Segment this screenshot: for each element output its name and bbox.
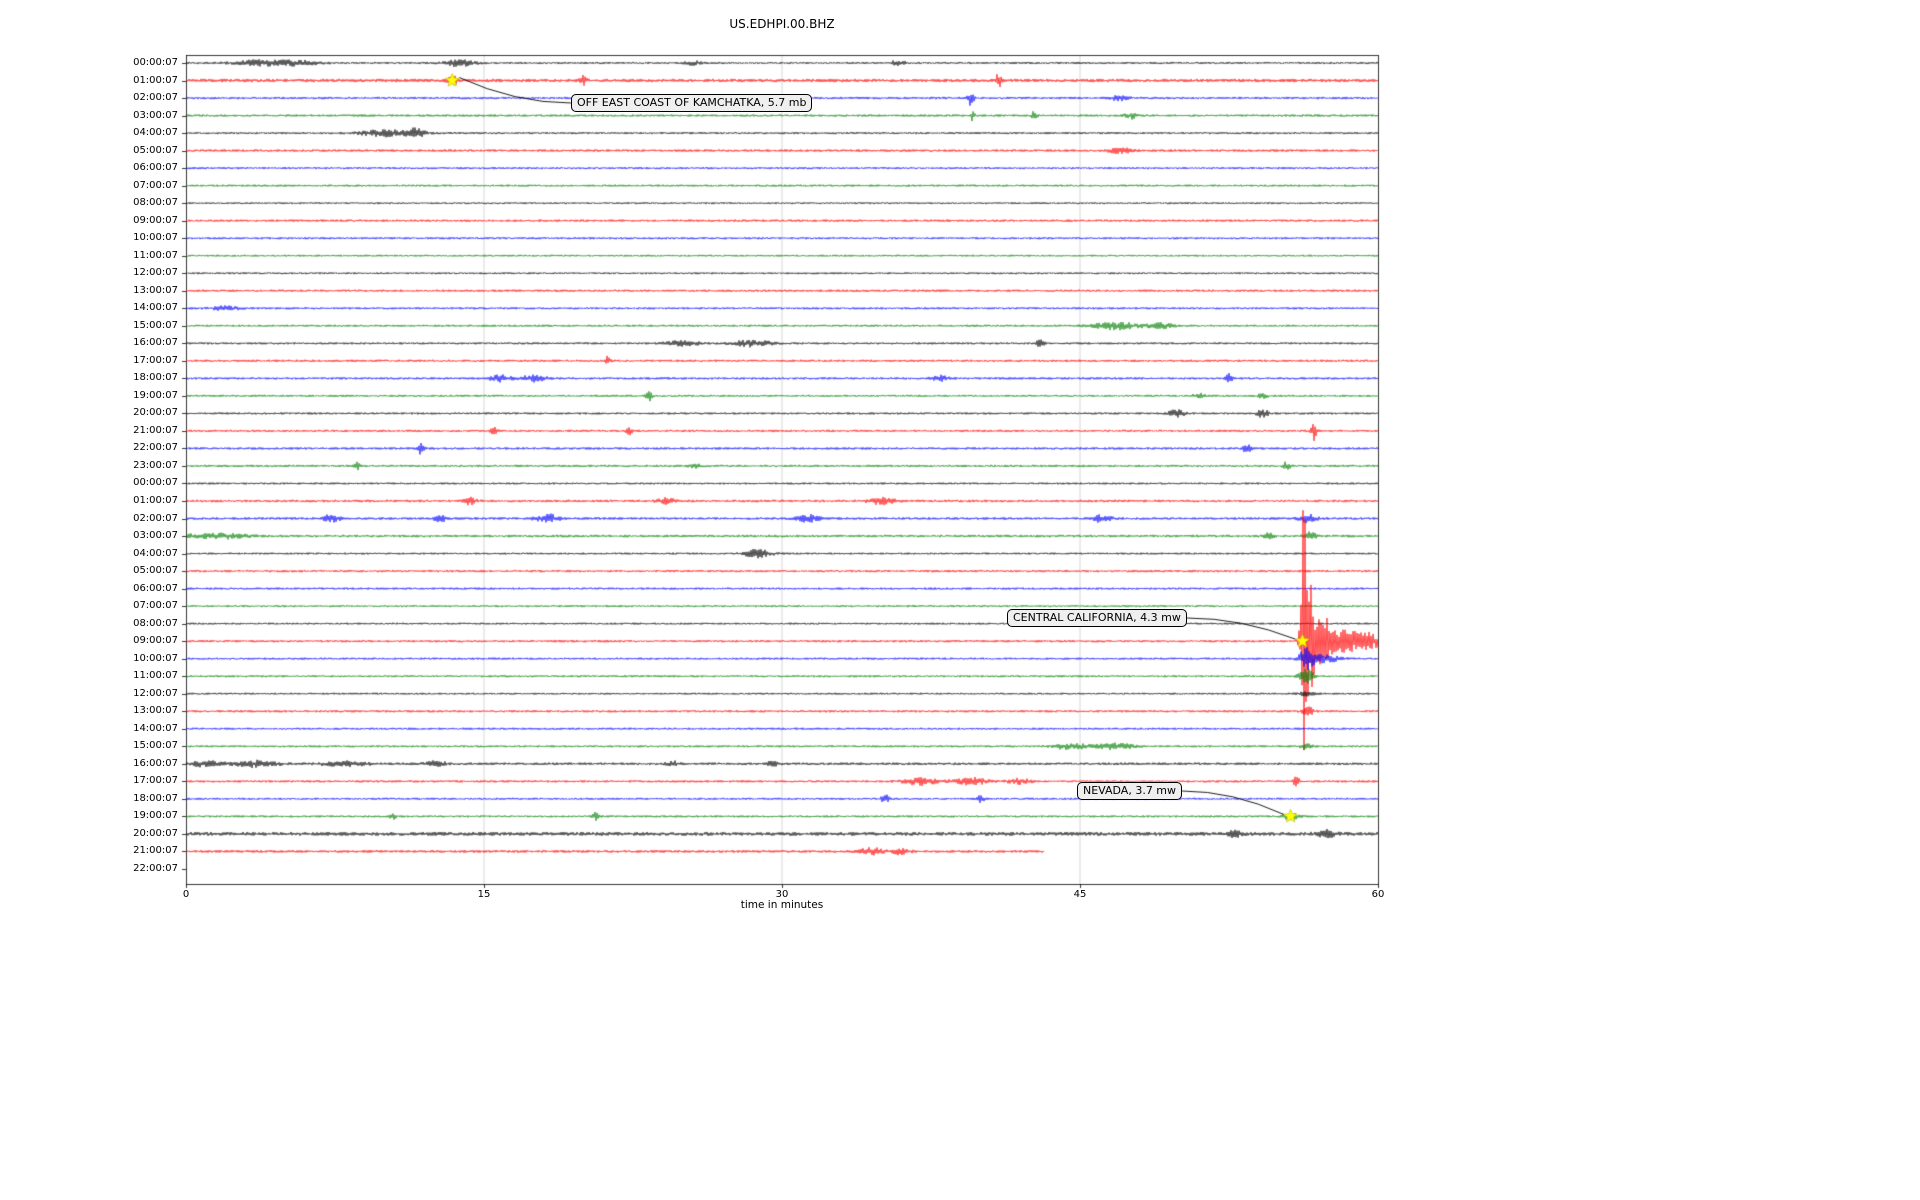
y-axis-label: 18:00:07 [133, 372, 178, 384]
y-axis-label: 13:00:07 [133, 705, 178, 717]
y-axis-label: 11:00:07 [133, 249, 178, 261]
y-axis-label: 20:00:07 [133, 407, 178, 419]
y-axis-label: 04:00:07 [133, 547, 178, 559]
x-axis-tick-label: 45 [1073, 889, 1087, 900]
y-axis-label: 02:00:07 [133, 92, 178, 104]
y-axis-label: 21:00:07 [133, 424, 178, 436]
y-axis-label: 22:00:07 [133, 442, 178, 454]
y-axis-label: 17:00:07 [133, 354, 178, 366]
y-axis-label: 19:00:07 [133, 810, 178, 822]
y-axis-label: 15:00:07 [133, 740, 178, 752]
y-axis-label: 19:00:07 [133, 389, 178, 401]
x-axis-tick-label: 60 [1371, 889, 1385, 900]
y-axis-label: 00:00:07 [133, 57, 178, 68]
y-axis-label: 04:00:07 [133, 127, 178, 139]
y-axis-label: 08:00:07 [133, 197, 178, 209]
y-axis-label: 23:00:07 [133, 459, 178, 471]
y-axis-label: 10:00:07 [133, 652, 178, 664]
y-axis-label: 05:00:07 [133, 144, 178, 156]
y-axis-label: 08:00:07 [133, 617, 178, 629]
chart-title: US.EDHPI.00.BHZ [729, 17, 835, 31]
y-axis-label: 06:00:07 [133, 162, 178, 174]
y-axis-label: 15:00:07 [133, 319, 178, 331]
y-axis-label: 03:00:07 [133, 109, 178, 121]
y-axis-label: 16:00:07 [133, 757, 178, 769]
y-axis-label: 06:00:07 [133, 582, 178, 594]
y-axis-label: 07:00:07 [133, 600, 178, 612]
y-axis-label: 12:00:07 [133, 687, 178, 699]
y-axis-label: 17:00:07 [133, 775, 178, 787]
y-axis-label: 14:00:07 [133, 302, 178, 314]
y-axis-label: 01:00:07 [133, 495, 178, 506]
y-axis-label: 18:00:07 [133, 792, 178, 804]
y-axis-label: 00:00:07 [133, 477, 178, 489]
x-axis-title: time in minutes [740, 899, 824, 911]
x-axis-tick-label: 15 [477, 889, 491, 900]
y-axis-label: 02:00:07 [133, 512, 178, 524]
y-axis-label: 03:00:07 [133, 530, 178, 542]
event-annotation: NEVADA, 3.7 mw [1077, 782, 1183, 800]
x-axis-tick-label: 30 [775, 889, 789, 900]
x-axis-tick-label: 0 [182, 889, 190, 900]
y-axis-label: 22:00:07 [133, 862, 178, 874]
y-axis-label: 12:00:07 [133, 267, 178, 279]
y-axis-label: 09:00:07 [133, 214, 178, 226]
y-axis-label: 21:00:07 [133, 845, 178, 857]
y-axis-label: 01:00:07 [133, 74, 178, 86]
y-axis-label: 14:00:07 [133, 722, 178, 734]
y-axis-label: 05:00:07 [133, 565, 178, 577]
y-axis-label: 07:00:07 [133, 179, 178, 191]
event-annotation: OFF EAST COAST OF KAMCHATKA, 5.7 mb [571, 94, 813, 112]
event-annotation: CENTRAL CALIFORNIA, 4.3 mw [1007, 609, 1187, 627]
y-axis-label: 11:00:07 [133, 670, 178, 682]
y-axis-label: 09:00:07 [133, 635, 178, 647]
y-axis-label: 20:00:07 [133, 827, 178, 839]
y-axis-label: 10:00:07 [133, 232, 178, 244]
y-axis-label: 16:00:07 [133, 337, 178, 349]
y-axis-label: 13:00:07 [133, 284, 178, 296]
